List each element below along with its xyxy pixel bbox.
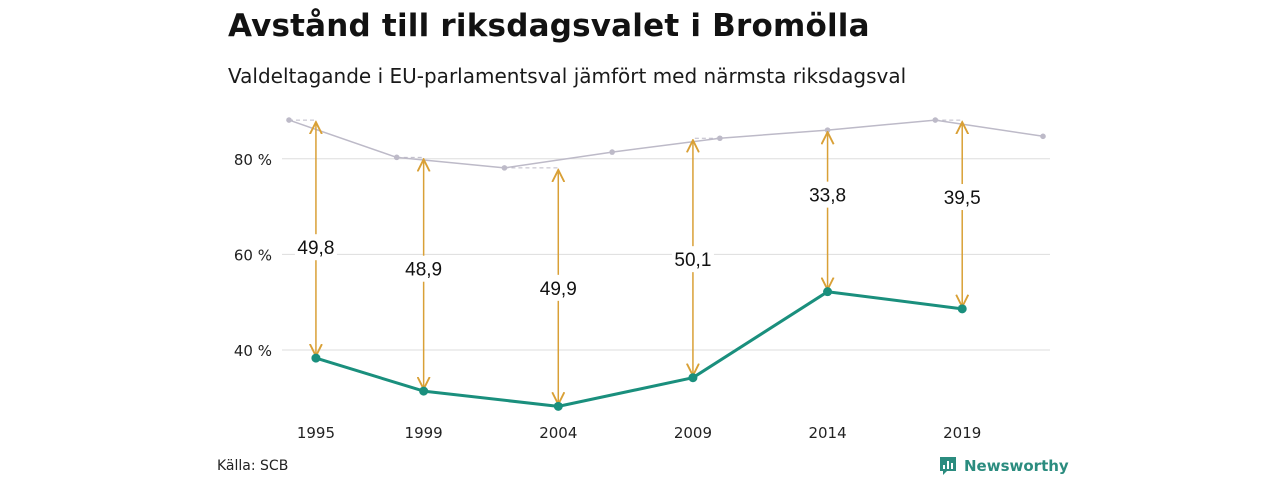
- y-tick-label: 60 %: [234, 246, 272, 264]
- y-tick-label: 40 %: [234, 342, 272, 360]
- gap-value-label: 50,1: [674, 250, 711, 271]
- x-tick-label: 1999: [405, 424, 443, 442]
- gap-value-label: 49,9: [540, 279, 577, 300]
- eu-point: [823, 287, 833, 297]
- gap-label-background: [941, 184, 984, 211]
- eu-point: [957, 304, 967, 314]
- brand-logo: Newsworthy: [938, 456, 1069, 476]
- riksdag-point: [932, 117, 939, 123]
- source-note: Källa: SCB: [217, 458, 289, 474]
- eu-point: [553, 401, 563, 411]
- gap-label-background: [294, 234, 337, 261]
- gap-label-background: [806, 181, 849, 208]
- eu-point: [419, 386, 429, 396]
- gap-value-label: 33,8: [809, 186, 846, 207]
- riksdag-point: [501, 165, 508, 171]
- riksdag-point: [393, 154, 400, 161]
- riksdag-point: [717, 135, 723, 142]
- eu-point: [688, 373, 698, 383]
- riksdag-point: [609, 149, 615, 155]
- gap-labels: 49,8 48,9 49,9 50,1 33,8 39,5: [294, 181, 984, 301]
- riksdag-point: [1040, 133, 1046, 140]
- x-tick-label: 2019: [943, 424, 981, 442]
- riksdag-point: [286, 117, 292, 123]
- x-tick-label: 2009: [674, 424, 712, 442]
- eu-series: [311, 287, 967, 411]
- x-tick-label: 2014: [808, 424, 846, 442]
- chart-title: Avstånd till riksdagsvalet i Bromölla: [228, 8, 870, 44]
- gap-label-background: [671, 246, 714, 273]
- gap-label-background: [402, 255, 445, 282]
- brand-name: Newsworthy: [964, 457, 1069, 475]
- bar-chart-icon: [940, 457, 956, 475]
- x-tick-label: 1995: [297, 424, 335, 442]
- gridlines: [282, 158, 1050, 351]
- chart-subtitle: Valdeltagande i EU-parlamentsval jämfört…: [228, 64, 907, 88]
- eu-line: [314, 290, 964, 408]
- eu-point: [311, 353, 321, 363]
- riksdag-series: [286, 117, 1046, 171]
- x-tick-label: 2004: [539, 424, 577, 442]
- riksdag-line: [288, 119, 1044, 169]
- gap-value-label: 48,9: [405, 260, 442, 281]
- y-tick-label: 80 %: [234, 151, 272, 169]
- gap-value-label: 49,8: [297, 238, 334, 259]
- gap-value-label: 39,5: [944, 188, 981, 209]
- gap-label-background: [537, 274, 580, 301]
- y-axis: 40 % 60 % 80 %: [234, 151, 272, 360]
- riksdag-point: [824, 127, 831, 133]
- x-axis: 1995 1999 2004 2009 2014 2019: [297, 424, 981, 442]
